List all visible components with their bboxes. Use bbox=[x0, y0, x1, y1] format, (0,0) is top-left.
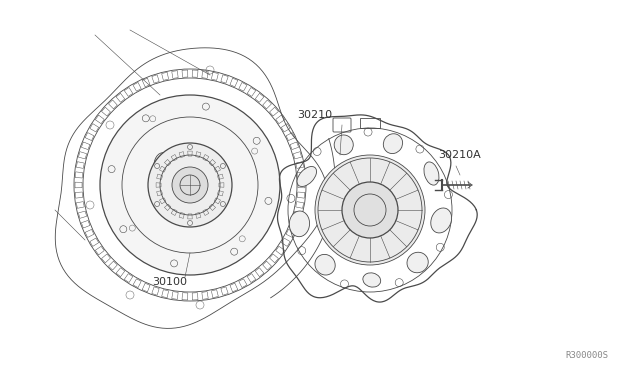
Bar bbox=[360, 118, 380, 128]
Text: 30210A: 30210A bbox=[438, 150, 481, 160]
Text: 30100: 30100 bbox=[152, 277, 188, 287]
Ellipse shape bbox=[424, 162, 439, 185]
Ellipse shape bbox=[315, 254, 335, 275]
Ellipse shape bbox=[289, 211, 310, 237]
Ellipse shape bbox=[383, 134, 403, 154]
Ellipse shape bbox=[297, 167, 317, 186]
Circle shape bbox=[148, 143, 232, 227]
Text: R300000S: R300000S bbox=[565, 351, 608, 360]
Circle shape bbox=[315, 155, 425, 265]
Ellipse shape bbox=[334, 135, 353, 155]
Text: 30210: 30210 bbox=[298, 110, 333, 120]
Circle shape bbox=[172, 167, 208, 203]
Ellipse shape bbox=[407, 252, 428, 273]
Ellipse shape bbox=[363, 273, 381, 287]
Circle shape bbox=[342, 182, 398, 238]
Ellipse shape bbox=[431, 208, 452, 233]
Circle shape bbox=[100, 95, 280, 275]
